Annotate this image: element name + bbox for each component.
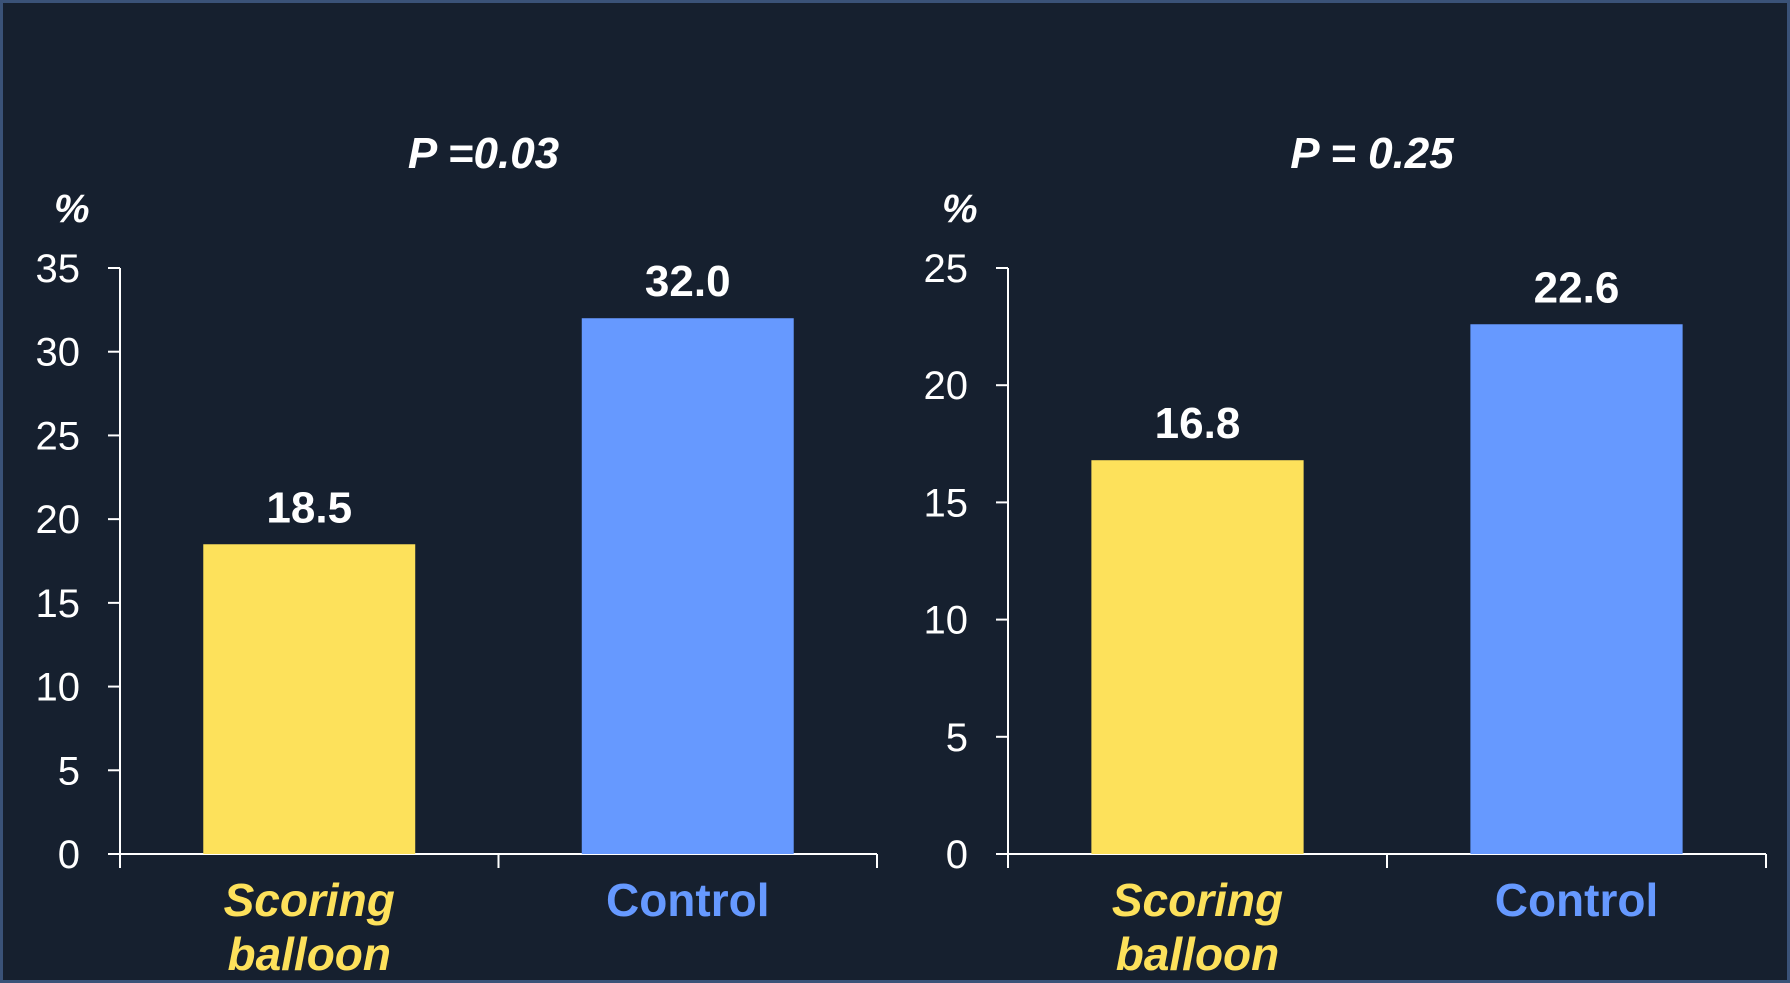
y-tick-label: 0 [58, 833, 80, 877]
x-category-label: balloon [227, 928, 391, 980]
bar-scoring-balloon [203, 544, 415, 854]
bar-scoring-balloon [1091, 460, 1303, 854]
y-tick-label: 25 [924, 247, 969, 291]
y-tick-label: 30 [36, 331, 81, 375]
chart-title: P = 0.25 [1290, 129, 1454, 178]
y-tick-label: 5 [58, 749, 80, 793]
x-category-label: Scoring [1112, 874, 1283, 926]
data-label: 22.6 [1534, 263, 1620, 312]
x-category-label: Scoring [224, 874, 395, 926]
y-tick-label: 20 [924, 364, 969, 408]
y-tick-label: 25 [36, 414, 81, 458]
y-tick-label: 35 [36, 247, 81, 291]
chart-title: P =0.03 [408, 129, 559, 178]
bar-control [582, 318, 794, 854]
x-category-label: Control [1495, 874, 1659, 926]
x-category-label: Control [606, 874, 770, 926]
y-tick-label: 10 [924, 599, 969, 643]
bar-control [1470, 324, 1682, 854]
data-label: 16.8 [1155, 399, 1241, 448]
y-tick-label: 10 [36, 666, 81, 710]
data-label: 18.5 [266, 483, 352, 532]
x-category-label: balloon [1116, 928, 1280, 980]
chart-panel-1: P =0.03% 0 5 10 15 20 25 30 35 18.5 Scoringballoon… [36, 129, 878, 980]
y-tick-label: 15 [36, 582, 81, 626]
y-tick-label: 5 [946, 716, 968, 760]
y-axis-label: % [942, 187, 978, 231]
data-label: 32.0 [645, 257, 731, 306]
y-tick-label: 15 [924, 481, 969, 525]
y-tick-label: 0 [946, 833, 968, 877]
y-axis-label: % [54, 187, 90, 231]
y-tick-label: 20 [36, 498, 81, 542]
